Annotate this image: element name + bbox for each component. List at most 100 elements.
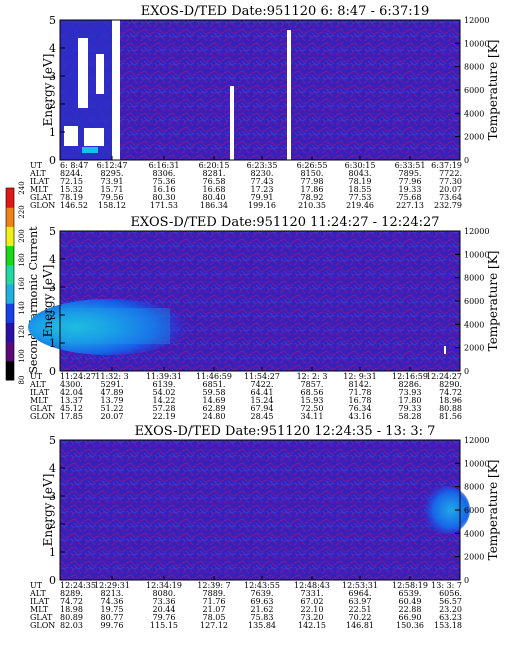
panel-1-cell: 8043.	[349, 169, 372, 178]
colorbar-tick-label: 100	[18, 349, 26, 362]
panel-2-row-label: MLT	[30, 396, 49, 405]
colorbar-tick-label: 180	[18, 253, 26, 266]
panel-3-y2-axis: 0 2000 4000 6000 8000 10000 12000	[455, 436, 489, 585]
colorbar-tick-label: 240	[18, 181, 26, 194]
panel-2-cell: 13.79	[101, 396, 124, 405]
panel-2-cell: 54.02	[153, 388, 176, 397]
colorbar-tick-label: 200	[18, 229, 26, 242]
colorbar-label: Second Harmonic Current	[27, 226, 40, 374]
panel-3-cell: 71.76	[203, 597, 226, 606]
panel-1-cell: 17.86	[301, 185, 324, 194]
panel-3-cell: 78.05	[203, 613, 226, 622]
panel-3-cell: 13: 3: 7	[431, 581, 462, 590]
panel-3-cell: 8213.	[101, 589, 124, 598]
panel-2-cell: 71.78	[349, 388, 372, 397]
panel-3-cell: 135.84	[248, 621, 276, 630]
panel-3-ytick-label: 0	[49, 574, 56, 587]
panel-2-y2tick-label: 4000	[464, 320, 484, 329]
panel-2-ion-band	[60, 308, 170, 344]
panel-2-ion-population	[28, 299, 188, 355]
panel-1-cell: 8295.	[101, 169, 124, 178]
panel-2-cell: 67.94	[251, 404, 274, 413]
panel-1-gap-b	[96, 54, 104, 94]
panel-1-gap-d	[84, 128, 104, 146]
panel-3-cell: 80.89	[60, 613, 83, 622]
panel-1-spectrogram	[60, 20, 460, 160]
panel-2: EXOS-D/TED Date:951120 11:24:27 - 12:24:…	[28, 215, 500, 421]
panel-2-row-label: GLAT	[30, 404, 53, 413]
panel-1-y2tick-label: 4000	[464, 109, 484, 118]
panel-2-ytick-label: 5	[49, 225, 56, 238]
panel-1-ytick-label: 3	[49, 70, 56, 83]
panel-2-cell: 58.28	[399, 412, 422, 421]
panel-1-cell: 6:20:15	[199, 161, 230, 170]
panel-3-cell: 12:43:55	[244, 581, 280, 590]
panel-3-ytick-label: 2	[49, 518, 56, 531]
panel-1-cell: 16.16	[153, 185, 176, 194]
panel-1-y2-axis: 0 2000 4000 6000 8000 10000 12000	[455, 16, 489, 165]
panel-2-cell: 4300.	[60, 380, 83, 389]
panel-3-cell: 12:24:35	[60, 581, 96, 590]
panel-3-cell: 70.22	[349, 613, 372, 622]
panel-3-row-label: GLAT	[30, 613, 53, 622]
panel-2-ytick-label: 0	[49, 365, 56, 378]
colorbar-swatch	[6, 341, 14, 362]
colorbar-swatch	[6, 188, 14, 208]
panel-1-cell: 77.96	[399, 177, 422, 186]
panel-2-cell: 8142.	[349, 380, 372, 389]
panel-1-cell: 78.19	[349, 177, 372, 186]
panel-3-y2tick-label: 10000	[464, 459, 489, 468]
panel-1: EXOS-D/TED Date:951120 6: 8:47 - 6:37:19…	[29, 4, 500, 210]
panel-3-y-axis: 0 1 2 3 4 5	[49, 434, 65, 587]
panel-2-cell: 14.69	[203, 396, 226, 405]
panel-1-cell: 146.52	[60, 201, 88, 210]
panel-3-title: EXOS-D/TED Date:951120 12:24:35 - 13: 3:…	[135, 424, 436, 439]
colorbar-ticks: 80 100 120 140 160 180 200 220 240	[18, 181, 26, 384]
panel-3-row-label: MLT	[30, 605, 49, 614]
panel-3-cell: 12:34:19	[146, 581, 182, 590]
panel-3-cell: 82.03	[60, 621, 83, 630]
panel-2-y2tick-label: 6000	[464, 297, 484, 306]
panel-1-row-label: MLT	[30, 185, 49, 194]
panel-3-cell: 22.51	[349, 605, 372, 614]
panel-3-cell: 115.15	[150, 621, 178, 630]
panel-3-cell: 99.76	[101, 621, 124, 630]
panel-3-cell: 150.36	[396, 621, 424, 630]
panel-2-cell: 17.85	[60, 412, 83, 421]
panel-1-cell: 8150.	[301, 169, 324, 178]
colorbar-frame	[5, 187, 15, 381]
panel-3-ytick-label: 3	[49, 490, 56, 503]
colorbar-tick-label: 220	[18, 205, 26, 218]
panel-3-cell: 12:29:31	[94, 581, 130, 590]
panel-1-y-axis: 0 1 2 3 4 5	[49, 14, 65, 167]
panel-3-cell: 12:58:19	[392, 581, 428, 590]
panel-2-ytick-label: 2	[49, 309, 56, 322]
panel-1-white-streak-2	[287, 30, 291, 160]
panel-2-cell: 11:24:27	[60, 372, 96, 381]
panel-3-row-label: UT	[30, 581, 43, 590]
panel-2-y2tick-label: 2000	[464, 344, 484, 353]
panel-2-cell: 11:32: 3	[95, 372, 128, 381]
panel-2-y2tick-label: 10000	[464, 250, 489, 259]
panel-2-cell: 20.07	[101, 412, 124, 421]
colorbar-swatch	[6, 360, 14, 381]
panel-2-cell: 15.93	[301, 396, 324, 405]
panel-2-cell: 17.80	[399, 396, 422, 405]
panel-3-cell: 63.23	[439, 613, 462, 622]
panel-3-cell: 74.36	[101, 597, 124, 606]
panel-1-cell: 80.30	[153, 193, 176, 202]
panel-3-y2tick-label: 12000	[464, 436, 489, 445]
panel-1-cell: 73.64	[439, 193, 462, 202]
panel-3-ion-population	[422, 486, 470, 534]
colorbar-tick-label: 80	[18, 376, 26, 385]
panel-3-cell: 73.36	[153, 597, 176, 606]
panel-2-y2label: Temperature [K]	[486, 251, 500, 352]
panel-2-cell: 18.96	[439, 396, 462, 405]
colorbar-tick-label: 120	[18, 325, 26, 338]
colorbar-swatch	[6, 322, 14, 343]
colorbar-swatch	[6, 207, 14, 227]
panel-1-cell: 199.16	[248, 201, 276, 210]
panel-3-cell: 8289.	[60, 589, 83, 598]
panel-1-row-label: ALT	[29, 169, 46, 178]
